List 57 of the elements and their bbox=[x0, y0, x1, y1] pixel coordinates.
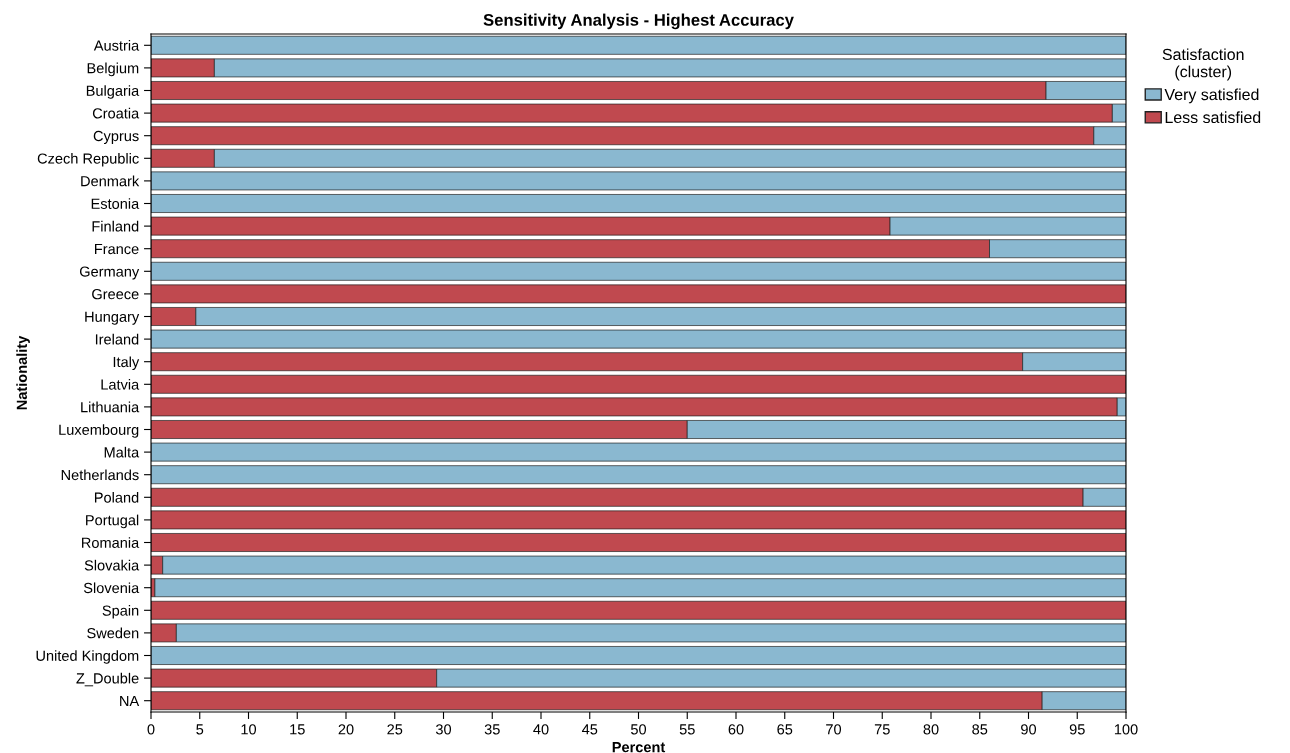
x-tick-label: 45 bbox=[581, 724, 598, 735]
y-tick-label: France bbox=[95, 243, 139, 255]
x-tick-label: 5 bbox=[196, 724, 204, 735]
x-tick-label: 25 bbox=[387, 724, 403, 735]
y-tick-label: Denmark bbox=[81, 175, 140, 187]
x-tick-label: 20 bbox=[338, 724, 354, 735]
y-tick-label: Ireland bbox=[95, 333, 139, 345]
x-tick-label: 10 bbox=[241, 724, 257, 735]
x-tick-label: 95 bbox=[1069, 724, 1085, 735]
y-tick-label: Romania bbox=[82, 537, 140, 548]
y-tick-label: Sweden bbox=[87, 627, 139, 639]
legend-label: Very satisfied bbox=[1164, 88, 1259, 104]
x-tick-label: 100 bbox=[1114, 724, 1138, 735]
y-tick-label: Greece bbox=[92, 289, 139, 300]
y-tick-label: Germany bbox=[79, 266, 140, 280]
y-tick-label: Latvia bbox=[101, 379, 140, 390]
x-tick-label: 35 bbox=[484, 724, 500, 735]
legend-label: Less satisfied bbox=[1165, 111, 1261, 124]
x-axis-title: Percent bbox=[612, 742, 666, 753]
y-tick-label: Spain bbox=[102, 605, 139, 619]
y-tick-label: Luxembourg bbox=[59, 424, 139, 438]
chart-title: Sensitivity Analysis - Highest Accuracy bbox=[483, 13, 794, 30]
y-tick-label: Netherlands bbox=[61, 469, 139, 481]
y-tick-label: Italy bbox=[113, 356, 140, 371]
y-tick-label: Croatia bbox=[92, 107, 140, 119]
x-tick-label: 65 bbox=[777, 724, 793, 735]
y-tick-label: Estonia bbox=[91, 198, 140, 209]
y-tick-label: Lithuania bbox=[81, 401, 140, 413]
x-tick-label: 50 bbox=[630, 724, 647, 735]
x-tick-label: 80 bbox=[923, 724, 939, 735]
x-tick-label: 15 bbox=[290, 724, 305, 735]
x-tick-label: 75 bbox=[874, 724, 890, 735]
y-tick-label: Austria bbox=[93, 40, 140, 51]
x-tick-label: 55 bbox=[679, 724, 695, 735]
y-tick-label: Poland bbox=[94, 492, 139, 503]
x-tick-label: 85 bbox=[972, 724, 988, 735]
y-tick-label: Hungary bbox=[85, 311, 140, 325]
x-tick-label: 30 bbox=[435, 724, 452, 735]
x-tick-label: 0 bbox=[147, 724, 155, 735]
y-tick-label: Czech Republic bbox=[37, 153, 139, 167]
x-tick-label: 90 bbox=[1021, 724, 1037, 735]
y-tick-label: Finland bbox=[92, 220, 139, 232]
y-tick-label: Cyprus bbox=[93, 130, 139, 145]
y-tick-label: Z_Double bbox=[76, 672, 139, 687]
y-tick-label: Belgium bbox=[87, 62, 139, 77]
x-tick-label: 60 bbox=[728, 724, 744, 735]
y-tick-label: Bulgaria bbox=[86, 85, 140, 99]
y-tick-label: NA bbox=[120, 695, 140, 706]
y-tick-label: Portugal bbox=[86, 514, 139, 529]
legend-title: Satisfaction (cluster) bbox=[1162, 48, 1244, 81]
y-tick-label: United Kingdom bbox=[36, 650, 139, 664]
y-tick-label: Slovakia bbox=[84, 559, 140, 571]
y-tick-label: Slovenia bbox=[83, 582, 140, 594]
y-axis-title: Nationality bbox=[16, 335, 30, 410]
x-tick-label: 70 bbox=[826, 724, 842, 735]
x-tick-label: 40 bbox=[533, 724, 549, 735]
y-tick-label: Malta bbox=[104, 446, 140, 458]
